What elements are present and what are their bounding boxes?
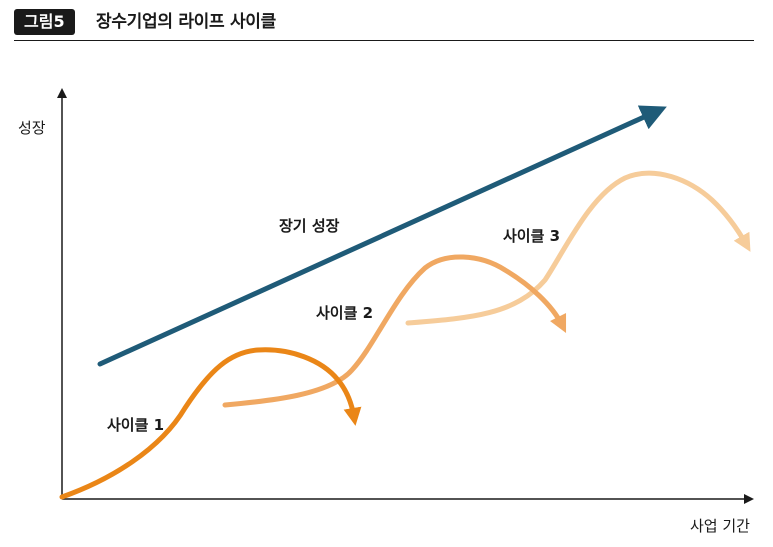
long-term-growth-label: 장기 성장 [279,217,340,235]
cycle2-label: 사이클 2 [316,304,373,322]
figure-header: 그림5 장수기업의 라이프 사이클 [0,0,773,44]
cycle1-label: 사이클 1 [107,416,164,434]
header-divider [14,40,754,41]
cycle3-label: 사이클 3 [503,227,560,245]
y-axis-label: 성장 [18,119,46,137]
figure-number-badge: 그림5 [14,9,75,35]
long-term-growth-arrow [97,105,667,367]
cycle1-curve [59,347,362,500]
figure-title: 장수기업의 라이프 사이클 [96,12,276,32]
cycle2-curve [222,254,567,408]
cycle3-curve [405,170,751,326]
x-axis-label: 사업 기간 [690,517,750,535]
